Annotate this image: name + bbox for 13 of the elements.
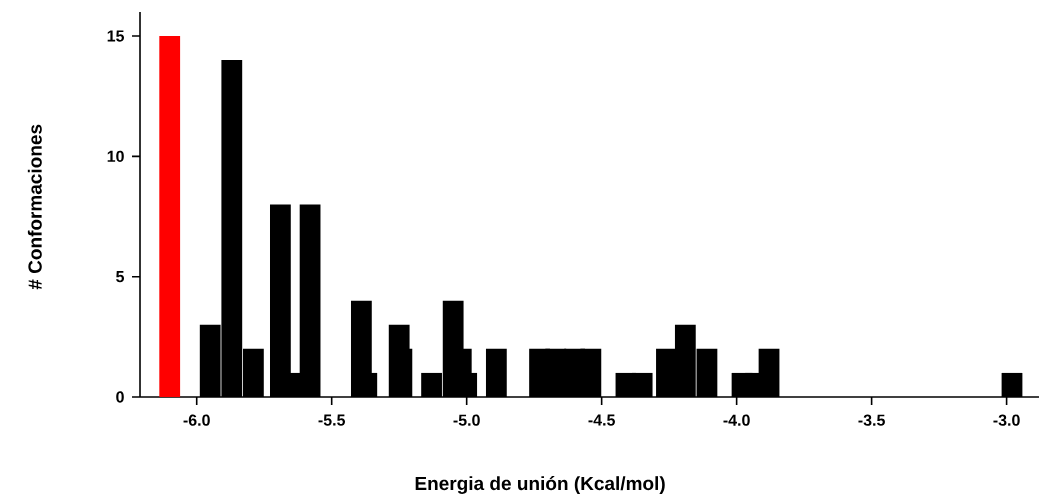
y-tick-label: 15 <box>107 30 125 42</box>
y-tick-label: 0 <box>116 391 124 403</box>
y-tick-label: 10 <box>107 150 124 163</box>
x-tick-label: -3.0 <box>993 414 1020 426</box>
x-axis-title: Energia de unión (Kcal/mol) <box>415 476 665 494</box>
x-tick-label: -4.0 <box>723 414 750 426</box>
y-axis-title: # Conformaciones <box>27 124 42 290</box>
x-tick-label: -3.5 <box>858 414 885 426</box>
x-tick-label: -4.5 <box>588 414 615 426</box>
y-tick-label: 5 <box>116 271 125 283</box>
x-tick-label: -6.0 <box>183 414 210 426</box>
x-tick-label: -5.0 <box>453 414 480 426</box>
x-tick-label: -5.5 <box>318 414 346 426</box>
